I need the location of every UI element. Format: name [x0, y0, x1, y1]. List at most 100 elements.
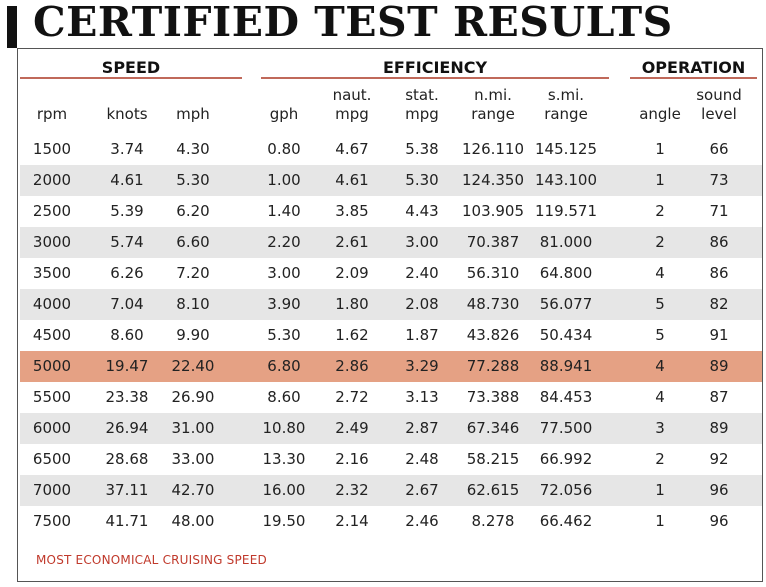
column-header-gph: gph — [249, 105, 319, 124]
cell-smi_range: 77.500 — [539, 419, 593, 437]
cell-naut_mpg: 2.32 — [335, 481, 369, 499]
group-rule-efficiency — [261, 77, 609, 79]
cell-nmi_range: 56.310 — [466, 264, 520, 282]
cell-rpm: 7500 — [32, 512, 72, 530]
cell-smi_range: 145.125 — [534, 140, 598, 158]
cell-naut_mpg: 4.67 — [335, 140, 369, 158]
cell-stat_mpg: 2.87 — [405, 419, 439, 437]
cell-angle: 2 — [655, 233, 665, 251]
table-row: 1500 3.74 4.30 0.80 4.67 5.38 126.110 145.125 1 6… — [20, 134, 762, 165]
cell-angle: 1 — [655, 171, 665, 189]
column-header-line: mph — [176, 105, 210, 123]
cell-rpm: 4000 — [32, 295, 72, 313]
table-row: 3500 6.26 7.20 3.00 2.09 2.40 56.310 64.800 4 86 — [20, 258, 762, 289]
title-area: CERTIFIED TEST RESULTS — [0, 0, 766, 48]
column-header-line: mpg — [335, 105, 369, 123]
cell-smi_range: 81.000 — [539, 233, 593, 251]
cell-smi_range: 143.100 — [534, 171, 598, 189]
cell-stat_mpg: 1.87 — [405, 326, 439, 344]
cell-rpm: 6500 — [32, 450, 72, 468]
cell-sound: 89 — [709, 357, 729, 375]
cell-nmi_range: 62.615 — [466, 481, 520, 499]
cell-gph: 2.20 — [267, 233, 301, 251]
cell-stat_mpg: 3.13 — [405, 388, 439, 406]
cell-nmi_range: 126.110 — [461, 140, 525, 158]
table-row: 4500 8.60 9.90 5.30 1.62 1.87 43.826 50.434 5 91 — [20, 320, 762, 351]
table-row: 7000 37.11 42.70 16.00 2.32 2.67 62.615 72.056 1… — [20, 475, 762, 506]
group-label-efficiency: EFFICIENCY — [382, 58, 488, 77]
table-row: 7500 41.71 48.00 19.50 2.14 2.46 8.278 66.462 1 9… — [20, 506, 762, 537]
cell-gph: 13.30 — [262, 450, 306, 468]
cell-rpm: 4500 — [32, 326, 72, 344]
cell-gph: 19.50 — [262, 512, 306, 530]
cell-mph: 6.20 — [176, 202, 210, 220]
cell-mph: 48.00 — [171, 512, 215, 530]
cell-knots: 28.68 — [105, 450, 149, 468]
cell-knots: 8.60 — [110, 326, 144, 344]
cell-knots: 3.74 — [110, 140, 144, 158]
cell-knots: 26.94 — [105, 419, 149, 437]
cell-mph: 33.00 — [171, 450, 215, 468]
table-row: 4000 7.04 8.10 3.90 1.80 2.08 48.730 56.077 5 82 — [20, 289, 762, 320]
cell-mph: 31.00 — [171, 419, 215, 437]
cell-sound: 86 — [709, 264, 729, 282]
column-header-line: rpm — [36, 105, 68, 123]
cell-rpm: 3000 — [32, 233, 72, 251]
cell-knots: 5.74 — [110, 233, 144, 251]
cell-stat_mpg: 3.29 — [405, 357, 439, 375]
cell-naut_mpg: 1.80 — [335, 295, 369, 313]
cell-nmi_range: 67.346 — [466, 419, 520, 437]
cell-naut_mpg: 2.61 — [335, 233, 369, 251]
cell-smi_range: 66.462 — [539, 512, 593, 530]
cell-smi_range: 66.992 — [539, 450, 593, 468]
cell-mph: 42.70 — [171, 481, 215, 499]
cell-sound: 92 — [709, 450, 729, 468]
cell-naut_mpg: 4.61 — [335, 171, 369, 189]
cell-gph: 0.80 — [267, 140, 301, 158]
column-header-line: n.mi. — [474, 86, 512, 104]
cell-rpm: 7000 — [32, 481, 72, 499]
column-header-knots: knots — [92, 105, 162, 124]
cell-naut_mpg: 1.62 — [335, 326, 369, 344]
column-header-angle: angle — [625, 105, 695, 124]
cell-smi_range: 72.056 — [539, 481, 593, 499]
cell-smi_range: 119.571 — [534, 202, 598, 220]
cell-stat_mpg: 5.30 — [405, 171, 439, 189]
cell-smi_range: 84.453 — [539, 388, 593, 406]
cell-smi_range: 64.800 — [539, 264, 593, 282]
column-header-line: range — [471, 105, 515, 123]
cell-angle: 1 — [655, 481, 665, 499]
table-frame — [17, 48, 763, 582]
table-row: 6000 26.94 31.00 10.80 2.49 2.87 67.346 77.500 3… — [20, 413, 762, 444]
cell-rpm: 1500 — [32, 140, 72, 158]
cell-naut_mpg: 2.14 — [335, 512, 369, 530]
cell-naut_mpg: 2.09 — [335, 264, 369, 282]
cell-rpm: 5500 — [32, 388, 72, 406]
cell-gph: 3.00 — [267, 264, 301, 282]
cell-naut_mpg: 2.86 — [335, 357, 369, 375]
cell-angle: 5 — [655, 326, 665, 344]
cell-angle: 5 — [655, 295, 665, 313]
cell-naut_mpg: 2.49 — [335, 419, 369, 437]
cell-nmi_range: 124.350 — [461, 171, 525, 189]
table-row: 3000 5.74 6.60 2.20 2.61 3.00 70.387 81.000 2 86 — [20, 227, 762, 258]
column-header-stat_mpg: stat. mpg — [387, 86, 457, 124]
cell-smi_range: 88.941 — [539, 357, 593, 375]
cell-angle: 4 — [655, 264, 665, 282]
column-header-line: s.mi. — [547, 86, 585, 104]
cell-sound: 86 — [709, 233, 729, 251]
cell-naut_mpg: 2.16 — [335, 450, 369, 468]
cell-nmi_range: 58.215 — [466, 450, 520, 468]
table-row: 6500 28.68 33.00 13.30 2.16 2.48 58.215 66.992 2… — [20, 444, 762, 475]
cell-gph: 8.60 — [267, 388, 301, 406]
cell-naut_mpg: 3.85 — [335, 202, 369, 220]
cell-gph: 1.40 — [267, 202, 301, 220]
table-row: 2500 5.39 6.20 1.40 3.85 4.43 103.905 119.571 2 7… — [20, 196, 762, 227]
cell-knots: 23.38 — [105, 388, 149, 406]
column-header-line: naut. — [332, 86, 372, 104]
cell-angle: 4 — [655, 357, 665, 375]
table-row: 2000 4.61 5.30 1.00 4.61 5.30 124.350 143.100 1 7… — [20, 165, 762, 196]
cell-angle: 1 — [655, 512, 665, 530]
cell-gph: 1.00 — [267, 171, 301, 189]
group-label-operation: OPERATION — [641, 58, 746, 77]
